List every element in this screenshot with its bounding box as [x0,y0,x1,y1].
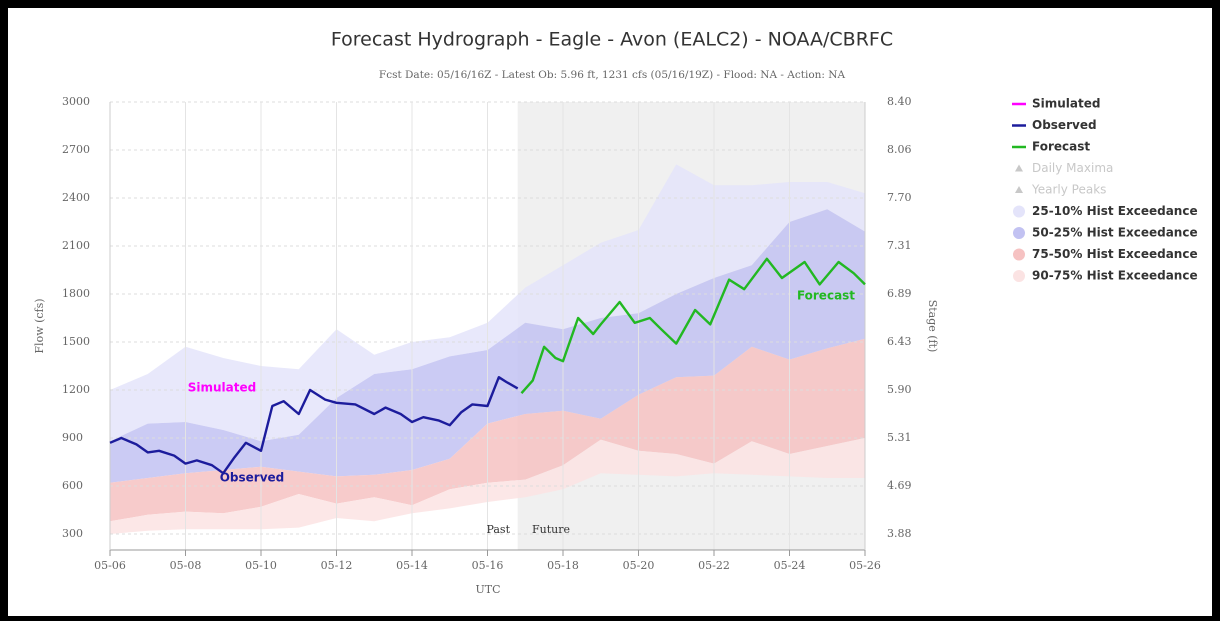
y2-tick-label: 6.43 [887,335,912,348]
chart-title: Forecast Hydrograph - Eagle - Avon (EALC… [331,29,893,51]
band-area [110,164,865,442]
y-tick-label: 2400 [62,191,90,204]
x-tick-label: 05-10 [245,559,277,572]
annotation: Simulated [188,381,256,395]
legend-label: Forecast [1032,140,1090,154]
y-tick-label: 3000 [62,95,90,108]
y-axis-label: Flow (cfs) [33,298,46,353]
x-tick-label: 05-22 [698,559,730,572]
annotation: Future [532,523,570,536]
x-tick-label: 05-18 [547,559,579,572]
legend-swatch [1013,270,1025,282]
x-tick-label: 05-08 [170,559,202,572]
legend-label: 50-25% Hist Exceedance [1032,226,1198,240]
x-tick-label: 05-12 [321,559,353,572]
legend-swatch [1015,186,1023,193]
legend-swatch [1013,227,1025,239]
y-tick-label: 2700 [62,143,90,156]
annotation: Forecast [797,289,855,303]
y2-tick-label: 6.89 [887,287,912,300]
y2-tick-label: 5.31 [887,431,912,444]
y2-tick-label: 5.90 [887,383,912,396]
x-tick-label: 05-06 [94,559,126,572]
y-tick-label: 2100 [62,239,90,252]
y2-tick-label: 8.40 [887,95,912,108]
series-line [520,257,866,394]
legend-label: 90-75% Hist Exceedance [1032,269,1198,283]
annotation: Past [486,523,510,536]
y2-tick-label: 4.69 [887,479,912,492]
x-tick-label: 05-16 [472,559,504,572]
y-tick-label: 900 [62,431,83,444]
legend-label: 75-50% Hist Exceedance [1032,247,1198,261]
legend-label: Simulated [1032,97,1100,111]
y-tick-label: 1200 [62,383,90,396]
y-tick-label: 1500 [62,335,90,348]
legend-label: 25-10% Hist Exceedance [1032,204,1198,218]
y-tick-label: 600 [62,479,83,492]
series-line [109,376,519,475]
y2-tick-label: 7.31 [887,239,912,252]
x-tick-label: 05-26 [849,559,881,572]
y-tick-label: 300 [62,527,83,540]
x-tick-label: 05-20 [623,559,655,572]
y2-axis-label: Stage (ft) [926,300,939,353]
x-tick-label: 05-24 [774,559,806,572]
chart-subtitle: Fcst Date: 05/16/16Z - Latest Ob: 5.96 f… [379,69,846,81]
x-tick-label: 05-14 [396,559,428,572]
y2-tick-label: 3.88 [887,527,912,540]
y2-tick-label: 7.70 [887,191,912,204]
y2-tick-label: 8.06 [887,143,912,156]
legend-swatch [1015,164,1023,172]
legend-label: Daily Maxima [1032,161,1113,175]
y-tick-label: 1800 [62,287,90,300]
x-axis-label: UTC [475,583,500,596]
legend-label: Yearly Peaks [1031,183,1106,197]
legend-swatch [1013,205,1025,218]
legend-swatch [1013,248,1025,261]
annotation: Observed [220,471,285,485]
legend-label: Observed [1032,118,1097,132]
